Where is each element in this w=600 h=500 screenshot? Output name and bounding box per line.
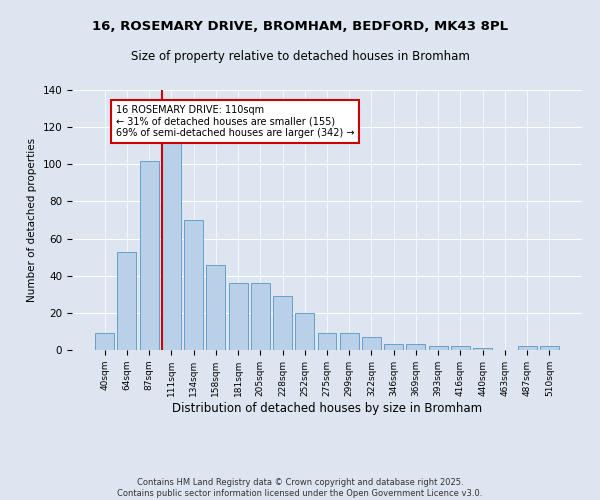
Bar (251, 283, 270, 350)
Bar (140, 160, 158, 350)
Text: Contains HM Land Registry data © Crown copyright and database right 2025.
Contai: Contains HM Land Registry data © Crown c… (118, 478, 482, 498)
Bar (518, 346, 536, 350)
Bar (317, 334, 337, 350)
Bar (473, 348, 492, 350)
Text: 16, ROSEMARY DRIVE, BROMHAM, BEDFORD, MK43 8PL: 16, ROSEMARY DRIVE, BROMHAM, BEDFORD, MK… (92, 20, 508, 33)
Text: 16 ROSEMARY DRIVE: 110sqm
← 31% of detached houses are smaller (155)
69% of semi: 16 ROSEMARY DRIVE: 110sqm ← 31% of detac… (116, 105, 354, 138)
Y-axis label: Number of detached properties: Number of detached properties (27, 138, 37, 302)
Bar (95, 334, 114, 350)
Bar (384, 344, 403, 350)
Bar (184, 220, 203, 350)
Bar (206, 264, 225, 350)
Bar (295, 313, 314, 350)
Bar (429, 346, 448, 350)
Bar (273, 296, 292, 350)
Bar (229, 283, 248, 350)
Bar (118, 252, 136, 350)
Bar (340, 334, 359, 350)
X-axis label: Distribution of detached houses by size in Bromham: Distribution of detached houses by size … (172, 402, 482, 414)
Bar (406, 344, 425, 350)
Bar (451, 346, 470, 350)
Text: Size of property relative to detached houses in Bromham: Size of property relative to detached ho… (131, 50, 469, 63)
Bar (540, 346, 559, 350)
Bar (362, 337, 381, 350)
Bar (162, 138, 181, 350)
